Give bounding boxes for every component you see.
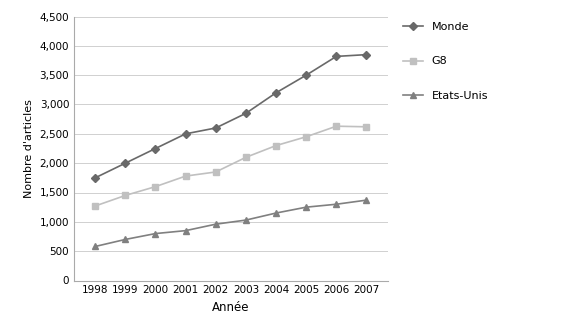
G8	[152, 185, 159, 189]
Etats-Unis	[303, 205, 310, 209]
Monde	[272, 91, 279, 95]
Etats-Unis	[333, 202, 340, 206]
G8	[182, 174, 189, 178]
Monde	[92, 176, 99, 180]
Etats-Unis	[182, 229, 189, 233]
Monde	[242, 111, 249, 115]
Line: Monde: Monde	[92, 52, 369, 181]
G8	[333, 124, 340, 128]
G8	[92, 204, 99, 208]
Monde	[363, 53, 370, 57]
Etats-Unis	[152, 232, 159, 236]
G8	[363, 125, 370, 129]
G8	[242, 155, 249, 159]
Etats-Unis	[272, 211, 279, 215]
G8	[213, 170, 219, 174]
X-axis label: Année: Année	[212, 301, 250, 314]
G8	[122, 193, 129, 197]
Monde	[303, 73, 310, 77]
Monde	[122, 161, 129, 165]
Monde	[333, 54, 340, 58]
Y-axis label: Nombre d'articles: Nombre d'articles	[24, 99, 34, 198]
Etats-Unis	[122, 238, 129, 242]
Etats-Unis	[213, 222, 219, 226]
Monde	[213, 126, 219, 130]
Legend: Monde, G8, Etats-Unis: Monde, G8, Etats-Unis	[402, 22, 488, 101]
Etats-Unis	[92, 245, 99, 248]
Monde	[182, 132, 189, 136]
G8	[303, 135, 310, 139]
Etats-Unis	[363, 198, 370, 202]
Etats-Unis	[242, 218, 249, 222]
G8	[272, 144, 279, 148]
Line: Etats-Unis: Etats-Unis	[92, 197, 369, 249]
Line: G8: G8	[92, 123, 369, 209]
Monde	[152, 147, 159, 150]
